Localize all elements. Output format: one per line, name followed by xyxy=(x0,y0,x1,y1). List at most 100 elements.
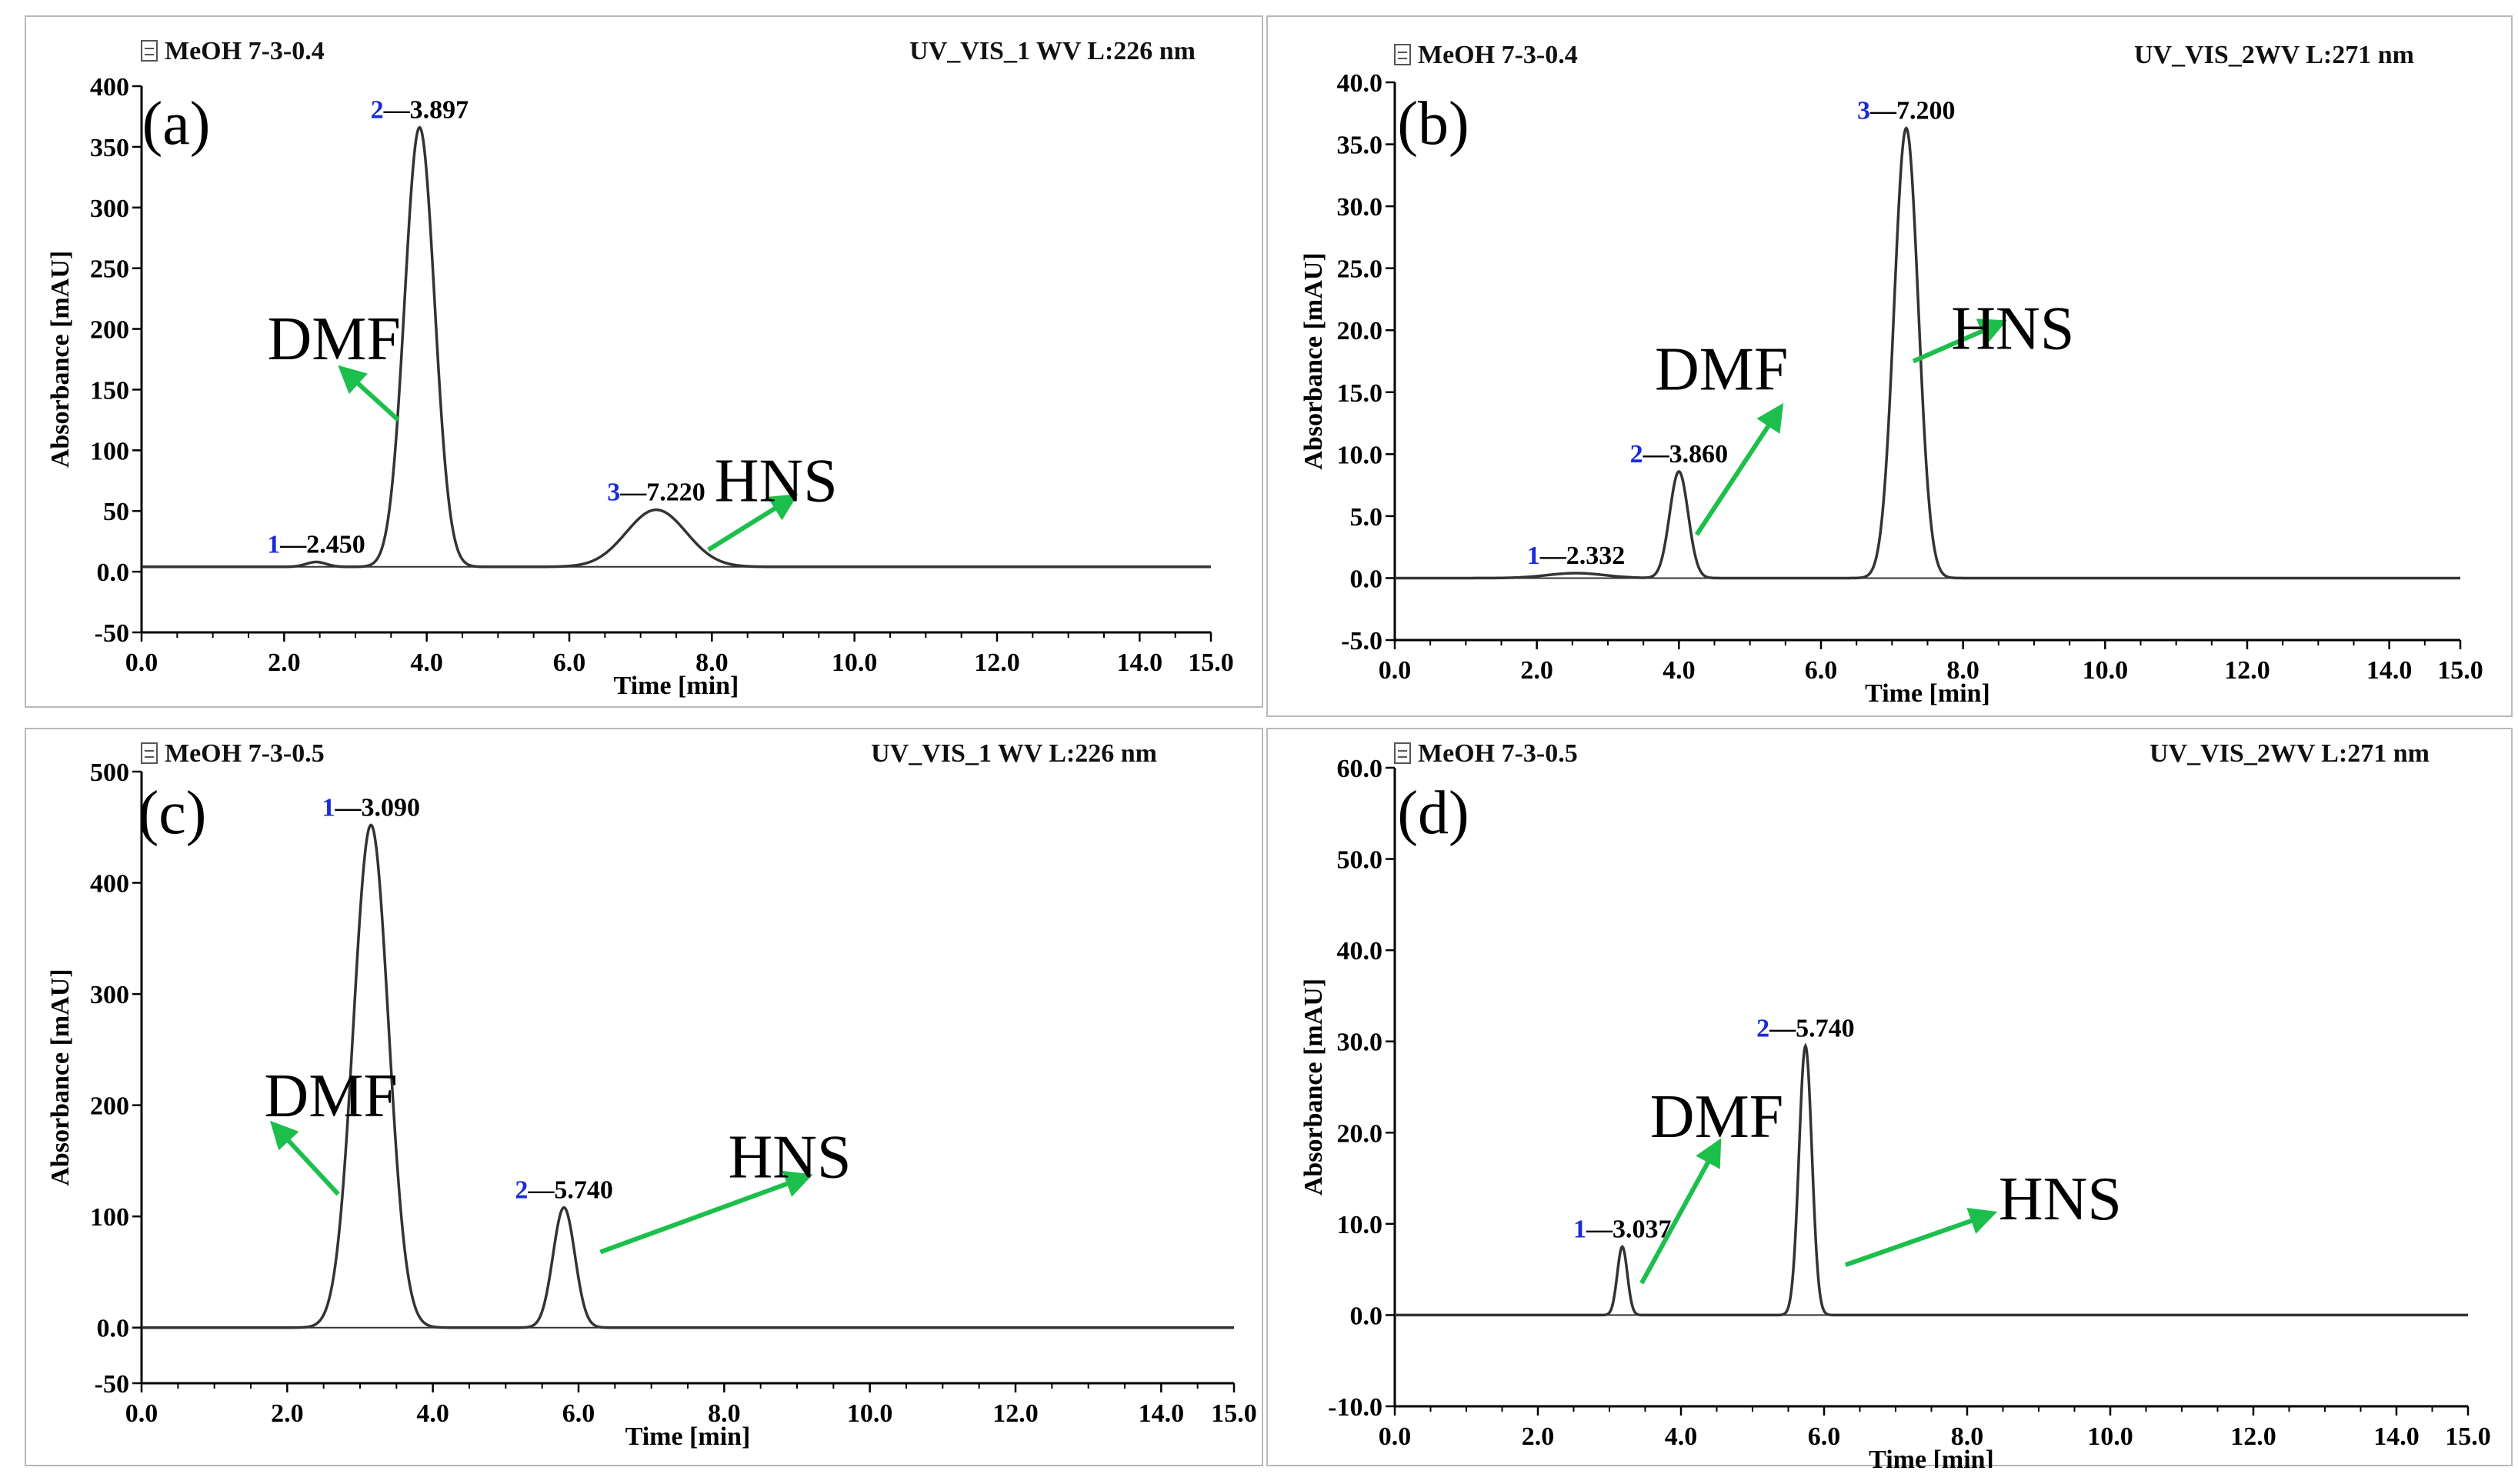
peak-number: 1 xyxy=(1527,542,1540,570)
peak-time: 2.332 xyxy=(1566,542,1626,570)
y-tick-label: 60.0 xyxy=(1337,755,1383,783)
peak-dash: — xyxy=(527,1176,555,1205)
y-axis-label: Absorbance [mAU] xyxy=(1299,252,1328,469)
x-tick-label: 0.0 xyxy=(125,1399,158,1428)
x-tick-label: 6.0 xyxy=(562,1399,595,1428)
y-tick-label: 30.0 xyxy=(1337,1029,1383,1057)
x-axis-label: Time [min] xyxy=(625,1422,751,1451)
chart-title: MeOH 7-3-0.4 xyxy=(165,37,325,65)
peak-number: 1 xyxy=(322,793,335,822)
annotation-hns: HNS xyxy=(729,1124,852,1192)
y-tick-label: 50 xyxy=(103,498,129,526)
chart-b: MeOH 7-3-0.4 UV_VIS_2WV L:271 nm 0.0 2.0 4.0… xyxy=(1299,41,2483,708)
x-tick-label: 2.0 xyxy=(268,649,301,677)
y-tick-label: 250 xyxy=(90,255,129,284)
chromatogram-trace xyxy=(1395,1042,2468,1317)
y-tick-label: 15.0 xyxy=(1337,379,1383,408)
annotation-hns: HNS xyxy=(1999,1166,2122,1233)
x-axis-label: Time [min] xyxy=(1869,1446,1994,1468)
x-tick-label: 4.0 xyxy=(410,649,443,677)
x-tick-label: 12.0 xyxy=(2224,656,2270,685)
y-tick-label: 0.0 xyxy=(1350,1302,1383,1330)
peak-time: 7.220 xyxy=(646,479,705,507)
chart-panel-a: MeOH 7-3-0.4 UV_VIS_1 WV L:226 nm 0.0 2.0 4.… xyxy=(25,15,1263,708)
chart-title: MeOH 7-3-0.5 xyxy=(1418,739,1578,768)
x-tick-label: 12.0 xyxy=(2230,1422,2276,1451)
peak-label: 1—2.450 xyxy=(267,530,365,559)
peak-time: 5.740 xyxy=(1796,1015,1855,1043)
x-tick-label: 15.0 xyxy=(1211,1399,1257,1428)
chart-c: MeOH 7-3-0.5 UV_VIS_1 WV L:226 nm 0.0 2.0 4.… xyxy=(46,739,1257,1451)
y-tick-label: 10.0 xyxy=(1337,441,1383,469)
peak-dash: — xyxy=(279,530,307,559)
y-tick-label: 300 xyxy=(90,981,129,1009)
x-tick-label: 6.0 xyxy=(1805,656,1838,685)
annotation-arrow xyxy=(1639,1138,1722,1285)
peak-dash: — xyxy=(1539,542,1567,570)
x-tick-label: 2.0 xyxy=(1520,656,1553,685)
peak-number: 2 xyxy=(371,96,384,125)
peak-label: 3—7.200 xyxy=(1857,97,1956,125)
y-tick-label: 40.0 xyxy=(1337,69,1383,98)
y-tick-label: -50 xyxy=(95,1370,129,1399)
x-tick-label: 0.0 xyxy=(1379,1422,1412,1451)
panel-letter: (d) xyxy=(1397,779,1469,847)
chart-panel-b: MeOH 7-3-0.4 UV_VIS_2WV L:271 nm 0.0 2.0 4.0… xyxy=(1266,15,2513,717)
channel-label: UV_VIS_2WV L:271 nm xyxy=(2134,41,2414,69)
x-tick-label: 14.0 xyxy=(2366,656,2413,685)
y-tick-label: 35.0 xyxy=(1337,132,1383,160)
x-tick-label: 10.0 xyxy=(2087,1422,2133,1451)
channel-label: UV_VIS_2WV L:271 nm xyxy=(2149,739,2430,768)
annotation-arrow xyxy=(1912,318,2007,364)
peak-dash: — xyxy=(1643,440,1670,469)
chart-title: MeOH 7-3-0.4 xyxy=(1418,41,1578,69)
annotation-hns: HNS xyxy=(715,448,838,515)
annotation-dmf: DMF xyxy=(1650,1083,1783,1151)
x-tick-label: 15.0 xyxy=(2445,1422,2491,1451)
peak-dash: — xyxy=(383,96,411,125)
document-icon xyxy=(1394,44,1411,65)
y-tick-label: -50 xyxy=(95,619,129,648)
peak-dash: — xyxy=(1769,1015,1796,1043)
x-tick-label: 4.0 xyxy=(1663,656,1696,685)
peak-number: 1 xyxy=(267,530,280,559)
x-tick-label: 0.0 xyxy=(125,649,158,677)
y-tick-label: 150 xyxy=(90,376,129,405)
x-tick-label: 6.0 xyxy=(1808,1422,1841,1451)
peak-number: 2 xyxy=(1630,440,1643,469)
peak-label: 2—3.897 xyxy=(371,96,469,125)
x-tick-label: 10.0 xyxy=(832,649,878,677)
annotation-hns: HNS xyxy=(1951,295,2074,362)
document-icon xyxy=(141,40,158,62)
annotation-arrow xyxy=(707,494,799,552)
peak-label: 1—2.332 xyxy=(1527,542,1626,570)
peak-number: 2 xyxy=(515,1176,528,1205)
y-tick-label: -5.0 xyxy=(1341,627,1382,655)
peak-time: 3.897 xyxy=(410,96,469,125)
peak-label: 1—3.037 xyxy=(1573,1216,1672,1244)
annotation-arrow xyxy=(269,1120,340,1196)
x-tick-label: 8.0 xyxy=(695,649,729,677)
document-icon xyxy=(141,742,158,764)
x-tick-label: 2.0 xyxy=(271,1399,304,1428)
peak-number: 3 xyxy=(607,479,620,507)
x-axis-label: Time [min] xyxy=(614,672,739,700)
peak-time: 5.740 xyxy=(554,1176,613,1205)
y-axis-label: Absorbance [mAU] xyxy=(46,251,75,468)
y-tick-label: 200 xyxy=(90,1092,129,1121)
chart-d: MeOH 7-3-0.5 UV_VIS_2WV L:271 nm 0.0 2.0 4.0… xyxy=(1299,739,2491,1468)
x-tick-label: 2.0 xyxy=(1522,1422,1555,1451)
peak-time: 7.200 xyxy=(1896,97,1956,125)
x-tick-label: 6.0 xyxy=(553,649,586,677)
y-tick-label: 200 xyxy=(90,316,129,345)
annotation-arrow xyxy=(1694,402,1784,536)
document-icon xyxy=(1394,742,1411,764)
peak-number: 2 xyxy=(1756,1015,1769,1043)
y-axis-label: Absorbance [mAU] xyxy=(1299,979,1328,1196)
y-axis-label: Absorbance [mAU] xyxy=(46,969,75,1186)
x-tick-label: 12.0 xyxy=(974,649,1020,677)
y-tick-label: 100 xyxy=(90,1203,129,1232)
x-tick-label: 8.0 xyxy=(1946,656,1979,685)
peak-label: 1—3.090 xyxy=(322,793,420,822)
y-tick-label: 30.0 xyxy=(1337,193,1383,222)
